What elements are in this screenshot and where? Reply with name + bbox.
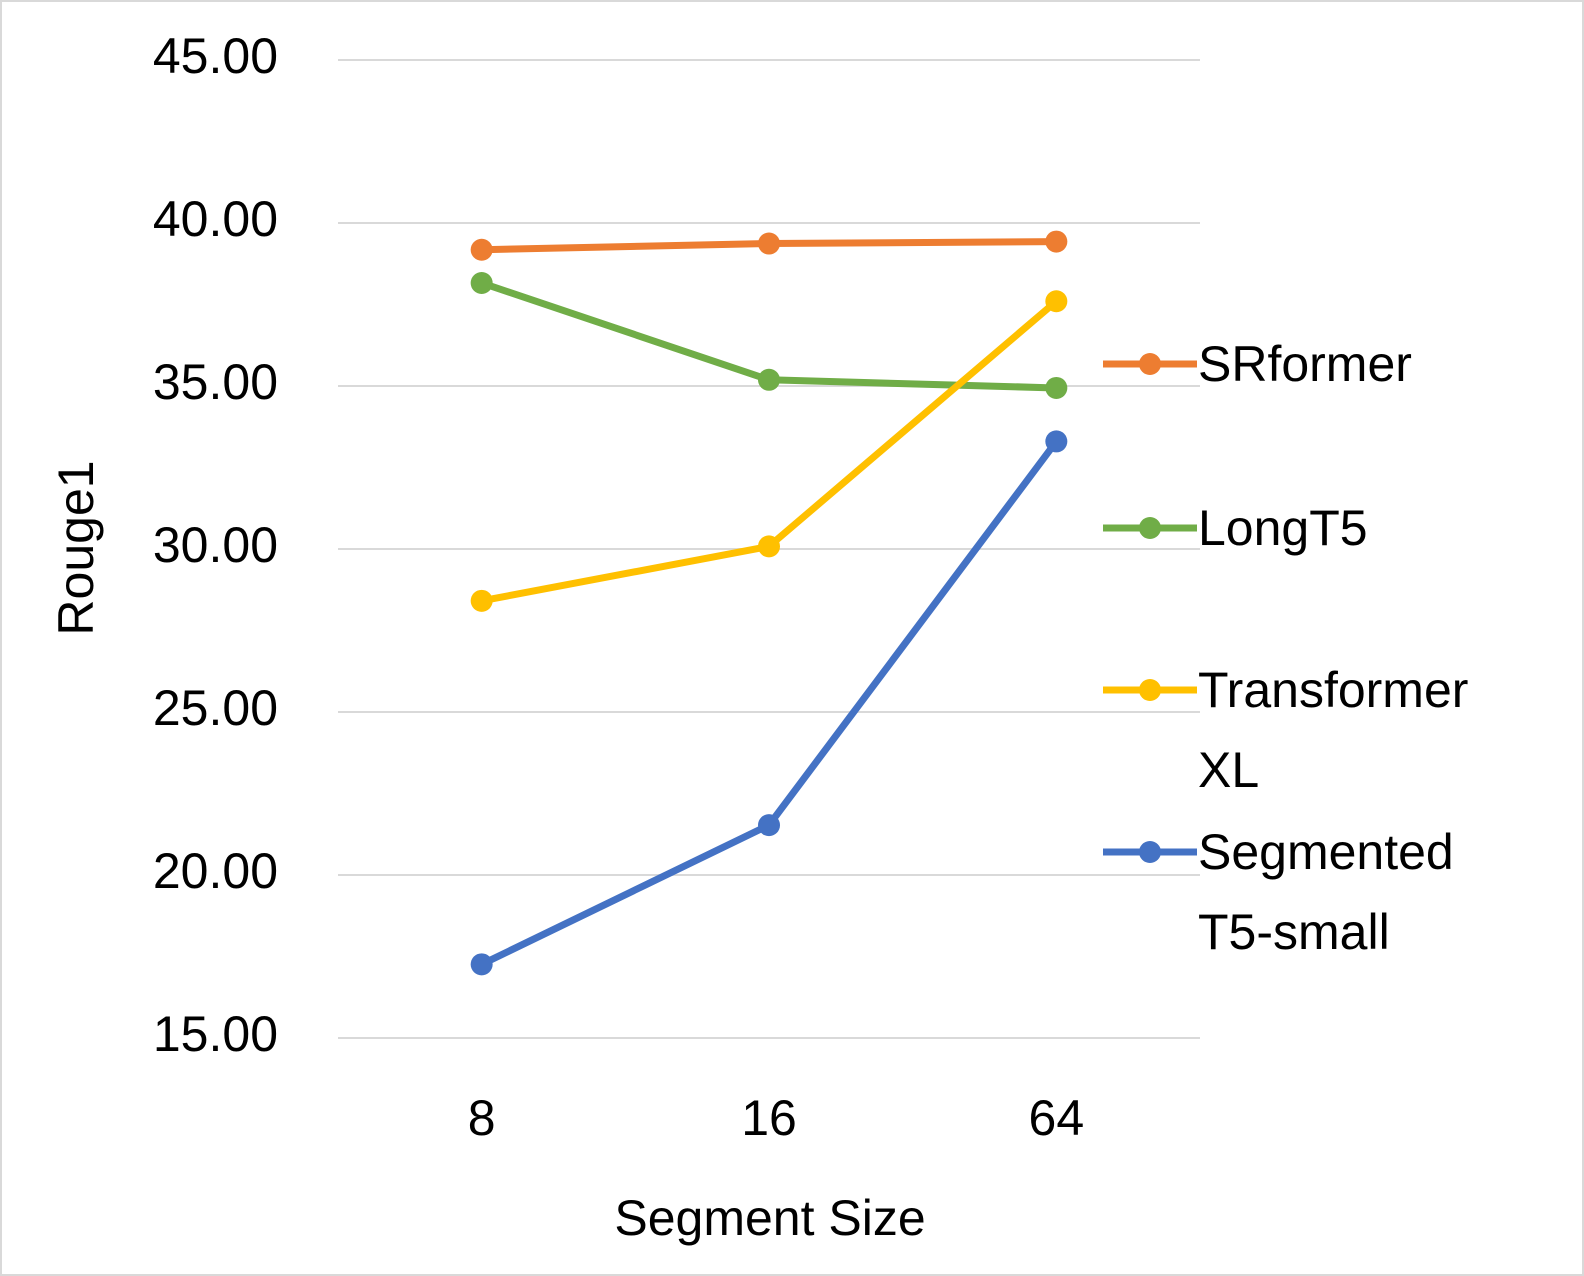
- legend-marker: [1139, 353, 1161, 375]
- legend-label: Segmented T5-small: [1198, 824, 1454, 960]
- legend-label: Transformer XL: [1198, 662, 1469, 798]
- data-point: [758, 368, 780, 391]
- legend-marker: [1139, 841, 1161, 863]
- y-tick-label: 30.00: [153, 517, 278, 573]
- x-tick-label: 64: [1029, 1090, 1085, 1146]
- data-point: [758, 814, 780, 837]
- legend-label: SRformer: [1198, 336, 1412, 392]
- data-point: [470, 953, 493, 976]
- data-point: [1045, 376, 1068, 399]
- x-tick-label: 16: [741, 1090, 797, 1146]
- y-tick-label: 15.00: [153, 1006, 278, 1062]
- x-axis-title: Segment Size: [614, 1190, 925, 1246]
- data-point: [470, 271, 493, 294]
- data-point: [758, 232, 780, 255]
- x-tick-label: 8: [468, 1090, 496, 1146]
- data-point: [1045, 230, 1068, 253]
- data-point: [1045, 290, 1068, 313]
- legend-marker: [1139, 517, 1161, 539]
- data-point: [1045, 430, 1068, 453]
- legend-marker: [1139, 679, 1161, 701]
- y-tick-label: 35.00: [153, 354, 278, 410]
- data-point: [470, 589, 493, 612]
- y-tick-label: 40.00: [153, 191, 278, 247]
- data-point: [758, 535, 780, 558]
- y-axis-title: Rouge1: [48, 460, 104, 635]
- data-point: [470, 238, 493, 261]
- y-tick-label: 45.00: [153, 28, 278, 84]
- y-tick-label: 25.00: [153, 680, 278, 736]
- legend-label: LongT5: [1198, 500, 1368, 556]
- y-tick-label: 20.00: [153, 843, 278, 899]
